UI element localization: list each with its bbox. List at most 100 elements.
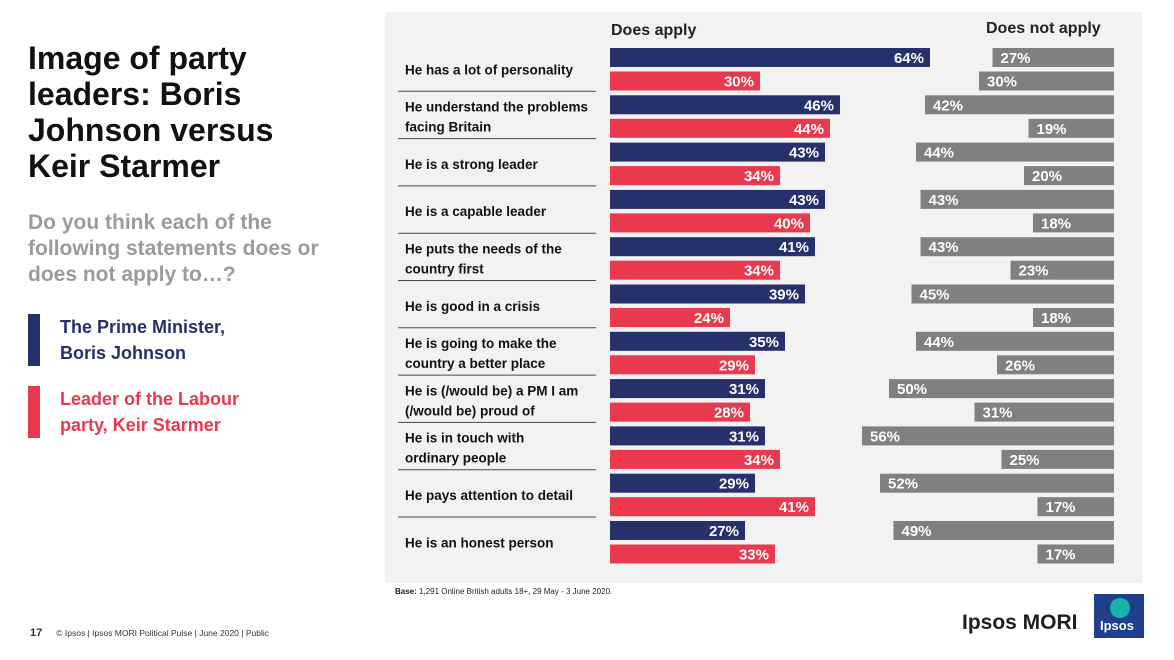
does-apply-heading: Does apply <box>611 22 697 39</box>
value-label-johnson-apply: 29% <box>719 476 749 493</box>
category-label: He is going to make the <box>405 336 557 351</box>
bar-starmer-apply <box>610 449 780 469</box>
bar-johnson-apply <box>610 189 825 209</box>
value-label-starmer-apply: 40% <box>774 215 804 232</box>
value-label-starmer-not-apply: 23% <box>1019 263 1049 280</box>
value-label-starmer-not-apply: 30% <box>987 74 1017 91</box>
legend-swatch-starmer <box>28 386 40 438</box>
value-label-johnson-apply: 43% <box>789 145 819 162</box>
value-label-starmer-apply: 29% <box>719 357 749 374</box>
bar-starmer-apply <box>610 260 780 280</box>
value-label-starmer-apply: 24% <box>694 310 724 327</box>
value-label-starmer-not-apply: 26% <box>1005 357 1035 374</box>
category-label: country a better place <box>405 356 546 371</box>
bar-starmer-apply <box>610 118 830 138</box>
value-label-starmer-not-apply: 18% <box>1041 310 1071 327</box>
category-label: He puts the needs of the <box>405 241 562 256</box>
category-label: He is (/would be) a PM I am <box>405 383 578 398</box>
bar-johnson-not-apply <box>920 237 1114 257</box>
value-label-johnson-apply: 31% <box>729 428 759 445</box>
value-label-johnson-not-apply: 27% <box>1001 50 1031 67</box>
bar-johnson-not-apply <box>862 426 1114 446</box>
logo-mark-icon <box>1110 598 1130 618</box>
bar-starmer-not-apply <box>1001 449 1114 469</box>
category-label: country first <box>405 261 484 276</box>
value-label-johnson-apply: 39% <box>769 287 799 304</box>
category-label: He pays attention to detail <box>405 488 573 503</box>
page-number: 17 <box>30 627 43 639</box>
value-label-starmer-apply: 34% <box>744 168 774 185</box>
legend-label-starmer: Leader of the Labour party, Keir Starmer <box>60 389 240 435</box>
value-label-johnson-not-apply: 44% <box>924 145 954 162</box>
bar-johnson-apply <box>610 379 765 399</box>
bar-johnson-apply <box>610 331 785 351</box>
value-label-johnson-apply: 35% <box>749 334 779 351</box>
legend-label-johnson: The Prime Minister, Boris Johnson <box>60 317 226 363</box>
bar-johnson-apply <box>610 48 930 67</box>
category-label: He is in touch with <box>405 431 524 446</box>
value-label-starmer-not-apply: 19% <box>1037 121 1067 138</box>
bar-starmer-not-apply <box>1037 497 1114 517</box>
footer-text: © Ipsos | Ipsos MORI Political Pulse | J… <box>56 628 269 638</box>
value-label-johnson-not-apply: 52% <box>888 476 918 493</box>
bar-johnson-not-apply <box>889 379 1114 399</box>
value-label-johnson-not-apply: 43% <box>929 192 959 209</box>
survey-question: Do you think each of the following state… <box>28 211 319 286</box>
value-label-starmer-apply: 28% <box>714 405 744 422</box>
value-label-johnson-not-apply: 56% <box>870 428 900 445</box>
bar-johnson-apply <box>610 142 825 162</box>
bar-johnson-not-apply <box>920 189 1114 209</box>
bar-johnson-apply <box>610 426 765 446</box>
category-label: (/would be) proud of <box>405 403 535 418</box>
bar-johnson-apply <box>610 237 815 257</box>
bar-starmer-not-apply <box>997 355 1114 375</box>
value-label-starmer-not-apply: 17% <box>1046 547 1076 564</box>
bar-johnson-not-apply <box>916 142 1114 162</box>
legend-swatch-johnson <box>28 314 40 366</box>
bar-starmer-not-apply <box>1033 308 1114 327</box>
category-label: He is a capable leader <box>405 204 547 219</box>
value-label-starmer-not-apply: 25% <box>1010 452 1040 469</box>
logo-text: Ipsos <box>1100 618 1134 633</box>
bar-starmer-apply <box>610 166 780 186</box>
category-label: ordinary people <box>405 451 507 466</box>
category-label: He understand the problems <box>405 100 588 115</box>
bar-starmer-not-apply <box>1010 260 1114 280</box>
does-not-apply-heading: Does not apply <box>986 20 1101 37</box>
category-label: He has a lot of personality <box>405 62 574 77</box>
bar-johnson-apply <box>610 284 805 304</box>
value-label-johnson-apply: 64% <box>894 50 924 67</box>
footer: 17 © Ipsos | Ipsos MORI Political Pulse |… <box>30 627 269 639</box>
bar-starmer-apply <box>610 308 730 327</box>
value-label-johnson-apply: 46% <box>804 97 834 114</box>
value-label-starmer-not-apply: 20% <box>1032 168 1062 185</box>
bar-johnson-not-apply <box>925 95 1114 115</box>
value-label-johnson-not-apply: 43% <box>929 239 959 256</box>
category-label: He is a strong leader <box>405 157 539 172</box>
bar-starmer-not-apply <box>1037 544 1114 564</box>
bar-starmer-apply <box>610 544 775 564</box>
bar-johnson-apply <box>610 521 745 540</box>
value-label-johnson-apply: 31% <box>729 381 759 398</box>
value-label-johnson-apply: 41% <box>779 239 809 256</box>
bar-johnson-not-apply <box>992 48 1114 67</box>
bar-starmer-not-apply <box>1024 166 1114 186</box>
value-label-starmer-apply: 30% <box>724 74 754 91</box>
base-label: Base: <box>395 587 417 596</box>
value-label-starmer-apply: 33% <box>739 547 769 564</box>
bar-starmer-not-apply <box>974 402 1114 422</box>
category-label: facing Britain <box>405 120 491 135</box>
value-label-johnson-not-apply: 49% <box>902 523 932 540</box>
value-label-johnson-apply: 27% <box>709 523 739 540</box>
bar-starmer-apply <box>610 497 815 517</box>
bar-johnson-apply <box>610 95 840 115</box>
bar-starmer-apply <box>610 71 760 91</box>
bar-starmer-apply <box>610 213 810 233</box>
base-note: Base: 1,291 Online British adults 18+, 2… <box>395 587 612 596</box>
page-title: Image of party leaders: Boris Johnson ve… <box>28 40 274 184</box>
bar-starmer-not-apply <box>979 71 1114 91</box>
value-label-starmer-not-apply: 31% <box>983 405 1013 422</box>
value-label-starmer-not-apply: 17% <box>1046 499 1076 516</box>
value-label-starmer-apply: 34% <box>744 263 774 280</box>
